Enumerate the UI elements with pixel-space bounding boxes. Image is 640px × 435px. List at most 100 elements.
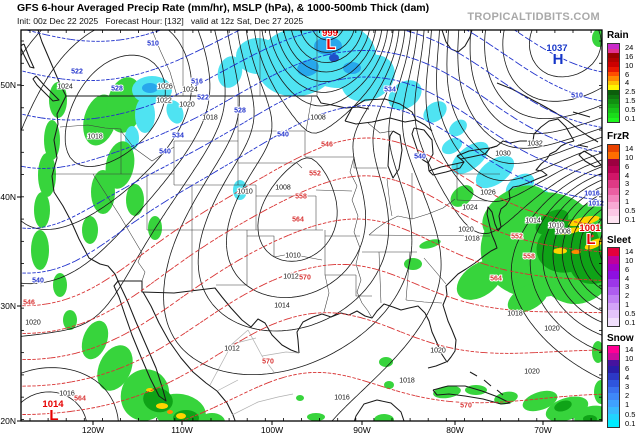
contour-label: 1020 [25,320,41,327]
contour-label: 1018 [399,378,415,385]
contour-label: 1018 [464,236,480,243]
legend-color-step [608,294,619,303]
contour-label: 1020 [430,348,446,355]
legend-value: 0.5 [625,309,636,319]
contour-label: 552 [511,234,523,241]
legend-value: 4 [625,273,630,283]
legend-value: 1 [625,300,630,310]
contour-label: 1032 [527,141,543,148]
contour-label: 552 [309,171,321,178]
pressure-center-value: 1001 [579,223,601,234]
lat-label: 40N [0,192,16,202]
geo-borders [21,30,602,421]
legend-value: 0.5 [625,409,636,419]
legend-color-step [608,413,619,421]
legend-color-step [608,420,619,427]
contour-label: 546 [23,300,35,307]
legend-color-step [608,318,619,326]
legend-value: 2 [625,391,630,401]
precip-legend: Rain 24 16 10 6 4 2.5 1.5 0.5 0.1 FrzR 14 10 6 4 3 2 1 0.5… [604,0,640,435]
lat-label: 30N [0,301,16,311]
contour-label: 1026 [480,190,496,197]
axes: 50N 40N 30N 20N 120W 110W 100W 90W 80W 70W [0,29,603,435]
contour-label: 1024 [462,205,478,212]
page-title: GFS 6-hour Averaged Precip Rate (mm/hr),… [17,2,430,14]
contour-labels: 1024 1026 1024 1022 1020 1018 1018 1008 1008 1010… [22,40,605,411]
legend-color-step [608,145,619,153]
contour-label: 1008 [275,185,291,192]
pressure-center-value: 1037 [546,43,567,54]
contour-label: 570 [262,359,274,366]
legend-color-step [608,103,619,109]
legend-color-step [608,117,619,123]
legend-color-step [608,393,619,400]
contour-label: 1026 [157,84,173,91]
contour-label: 1024 [57,84,73,91]
legend-value: 0.1 [625,318,636,327]
contour-label: 1012 [588,201,604,208]
legend-value: 3 [625,381,630,391]
contour-label: 564 [490,276,502,283]
legend-title-rain: Rain [607,30,629,41]
pressure-center-letter: L [586,231,595,248]
legend-color-step [608,352,619,360]
lon-label: 100W [261,425,283,435]
contour-label: 1020 [458,227,474,234]
legend-value: 10 [625,60,634,70]
lon-label: 120W [82,425,104,435]
legend-color-step [608,99,619,104]
legend-color-step [608,112,619,118]
contour-label: 564 [74,396,86,403]
legend-value: 10 [625,354,634,364]
contour-label: 528 [234,108,246,115]
legend-value: 16 [625,51,634,61]
contour-label: 510 [147,41,159,48]
legend-value: 10 [625,255,634,265]
legend-color-step [608,159,619,167]
legend-color-step [608,85,619,90]
mslp-contours [21,30,602,421]
legend-color-step [608,279,619,287]
legend-value: 10 [625,152,634,162]
contour-label: 558 [523,254,535,261]
legend-colorbar-frzr [607,144,620,224]
legend-value: 14 [625,246,634,256]
legend-color-step [608,366,619,373]
pressure-center-letter: L [49,407,58,424]
contour-label: 1016 [334,395,350,402]
legend-color-step [608,263,619,272]
contour-label: 1010 [285,253,301,260]
run-info: Init: 00z Dec 22 2025 Forecast Hour: [13… [17,16,304,26]
legend-colorbar-snow [607,345,620,428]
contour-label: 1030 [495,151,511,158]
legend-color-step [608,386,619,394]
legend-value: 0.1 [625,215,636,224]
legend-color-step [608,66,619,72]
legend-value: 3 [625,282,630,292]
legend-color-step [608,187,619,195]
contour-label: 570 [460,403,472,410]
legend-value: 6 [625,161,630,171]
contour-label: 1008 [555,229,571,236]
contour-label: 540 [32,278,44,285]
lon-label: 110W [171,425,193,435]
legend-color-step [608,71,619,77]
legend-color-step [608,346,619,353]
legend-value: 14 [625,143,634,153]
legend-value: 0.1 [625,418,636,428]
contour-label: 540 [277,132,289,139]
legend-value: 0.5 [625,206,636,216]
legend-color-step [608,248,619,256]
contour-label: 1020 [544,326,560,333]
map-frame [20,29,603,422]
lon-label: 90W [353,425,370,435]
contour-label: 1022 [156,98,172,105]
legend-color-step [608,310,619,319]
contour-label: 546 [321,142,333,149]
contour-label: 1020 [179,102,195,109]
legend-color-step [608,201,619,209]
pressure-center-value: 1014 [42,399,64,410]
legend-color-step [608,286,619,295]
